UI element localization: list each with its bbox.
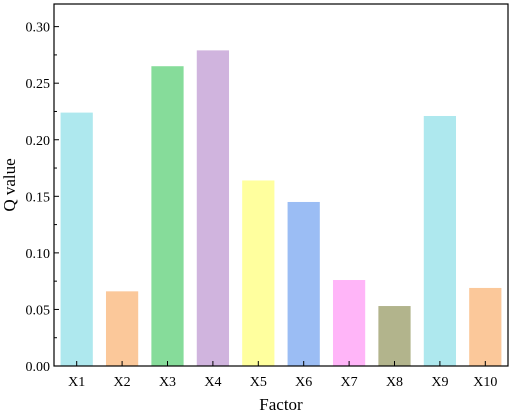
bar-x8	[378, 306, 411, 366]
y-tick-label: 0.05	[26, 303, 51, 318]
bar-x5	[242, 180, 275, 366]
y-tick-label: 0.10	[26, 247, 51, 262]
x-tick-label: X4	[204, 375, 221, 390]
y-tick-label: 0.00	[26, 360, 51, 375]
x-axis: X1 X2 X3 X4 X5 X6 X7 X8 X9 X10	[68, 361, 497, 390]
y-tick-label: 0.30	[26, 21, 51, 36]
bar-x2	[105, 291, 139, 366]
x-tick-label: X5	[250, 375, 267, 390]
bar-x1	[60, 112, 93, 366]
y-tick-label: 0.20	[26, 134, 51, 149]
bars-layer	[60, 50, 502, 367]
bar-x6	[287, 201, 320, 366]
x-tick-label: X1	[68, 375, 85, 390]
bar-x10	[469, 287, 502, 366]
y-tick-label: 0.15	[26, 190, 51, 205]
x-tick-label: X2	[114, 375, 131, 390]
y-axis-title: Q value	[0, 158, 19, 211]
plot-frame	[53, 3, 509, 367]
y-tick-label: 0.25	[26, 77, 51, 92]
x-tick-label: X7	[341, 375, 358, 390]
x-tick-label: X8	[386, 375, 403, 390]
y-axis: 0.00 0.05 0.10 0.15 0.20 0.25 0.30	[26, 21, 59, 375]
bar-x9	[423, 115, 457, 367]
x-tick-label: X10	[473, 375, 497, 390]
x-tick-label: X6	[295, 375, 312, 390]
bar-x4	[196, 50, 230, 366]
x-tick-label: X3	[159, 375, 176, 390]
x-axis-title: Factor	[259, 395, 303, 414]
x-tick-label: X9	[431, 375, 448, 390]
bar-x7	[332, 280, 366, 366]
bar-x3	[151, 66, 184, 366]
